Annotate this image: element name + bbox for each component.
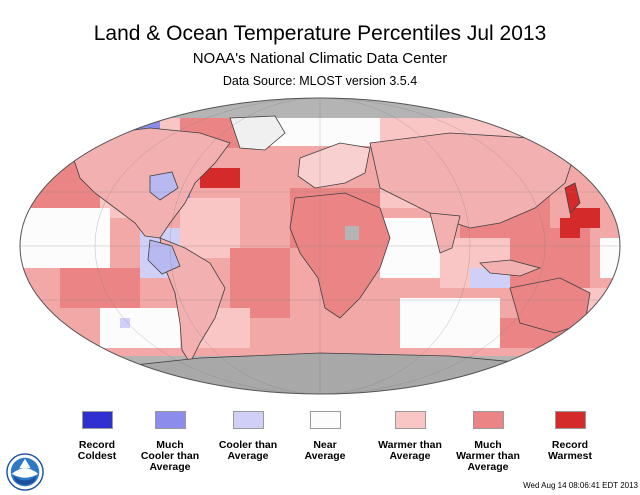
map-subtitle: NOAA's National Climatic Data Center (192, 50, 448, 67)
legend-item: Much Cooler than Average (125, 411, 215, 473)
new-zealand (597, 329, 607, 351)
south-america (159, 237, 226, 364)
legend-label: Near Average (304, 439, 346, 462)
europe (297, 142, 371, 189)
timestamp: Wed Aug 14 08:06:41 EDT 2013 (523, 481, 638, 490)
legend-swatch (554, 411, 586, 429)
legend-swatch (81, 411, 113, 429)
legend-item: Near Average (280, 411, 370, 462)
legend-label: Cooler than Average (218, 439, 278, 462)
legend-swatch (154, 411, 186, 429)
greenland (229, 115, 286, 151)
legend-swatch (472, 411, 504, 429)
legend-label: Record Warmest (548, 439, 592, 462)
map-title: Land & Ocean Temperature Percentiles Jul… (93, 22, 547, 45)
legend-swatch (309, 411, 341, 429)
legend-label: Warmer than Average (378, 439, 442, 462)
legend-label: Much Warmer than Average (456, 439, 520, 473)
asia (369, 132, 576, 229)
india (429, 212, 461, 254)
world-temperature-map (19, 97, 621, 395)
noaa-logo (6, 453, 44, 491)
legend-swatch (394, 411, 426, 429)
japan (564, 182, 581, 214)
africa (289, 192, 391, 319)
legend-item: Record Warmest (525, 411, 615, 462)
map-border (19, 97, 621, 395)
legend-label: Record Coldest (77, 439, 117, 462)
graticule (20, 98, 620, 394)
legend-item: Record Coldest (52, 411, 142, 462)
indonesia (479, 259, 542, 277)
legend-item: Cooler than Average (203, 411, 293, 462)
legend-swatch (232, 411, 264, 429)
legend-label: Much Cooler than Average (140, 439, 200, 473)
legend-item: Much Warmer than Average (443, 411, 533, 473)
legend-item: Warmer than Average (365, 411, 455, 462)
data-source: Data Source: MLOST version 3.5.4 (222, 74, 418, 88)
